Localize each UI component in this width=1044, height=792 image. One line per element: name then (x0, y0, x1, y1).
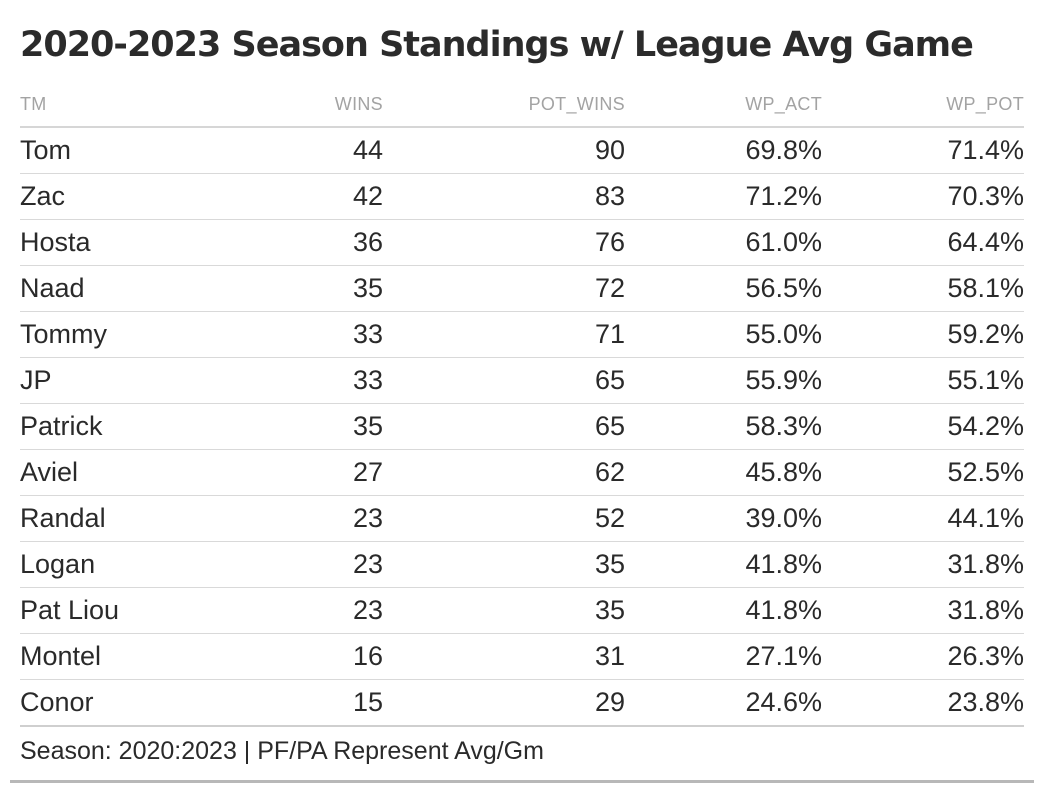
cell-tm: Montel (20, 633, 180, 680)
cell-wp-act: 71.2% (625, 173, 822, 220)
cell-wins: 15 (180, 679, 383, 727)
cell-pot-wins: 83 (383, 173, 625, 220)
cell-pot-wins: 62 (383, 449, 625, 496)
column-header-wp-pot: WP_POT (822, 82, 1024, 128)
cell-pot-wins: 65 (383, 403, 625, 450)
cell-pot-wins: 71 (383, 311, 625, 358)
column-header-wins: WINS (180, 82, 383, 128)
cell-wp-pot: 26.3% (822, 633, 1024, 680)
table-row: Montel 16 31 27.1% 26.3% (20, 633, 1024, 680)
cell-tm: JP (20, 357, 180, 404)
cell-wins: 35 (180, 265, 383, 312)
cell-pot-wins: 35 (383, 541, 625, 588)
cell-pot-wins: 90 (383, 127, 625, 174)
cell-tm: Randal (20, 495, 180, 542)
cell-tm: Conor (20, 679, 180, 727)
column-header-pot-wins: POT_WINS (383, 82, 625, 128)
cell-wins: 23 (180, 495, 383, 542)
cell-tm: Logan (20, 541, 180, 588)
cell-wp-pot: 58.1% (822, 265, 1024, 312)
cell-wins: 16 (180, 633, 383, 680)
cell-wp-act: 27.1% (625, 633, 822, 680)
cell-wp-pot: 59.2% (822, 311, 1024, 358)
cell-tm: Tommy (20, 311, 180, 358)
cell-wins: 33 (180, 311, 383, 358)
cell-wins: 33 (180, 357, 383, 404)
cell-wp-pot: 64.4% (822, 219, 1024, 266)
table-row: Zac 42 83 71.2% 70.3% (20, 173, 1024, 220)
cell-wp-pot: 55.1% (822, 357, 1024, 404)
table-row: Randal 23 52 39.0% 44.1% (20, 495, 1024, 542)
table-row: Naad 35 72 56.5% 58.1% (20, 265, 1024, 312)
table-footnote: Season: 2020:2023 | PF/PA Represent Avg/… (20, 737, 544, 765)
cell-wp-pot: 52.5% (822, 449, 1024, 496)
cell-wp-act: 41.8% (625, 541, 822, 588)
cell-wins: 27 (180, 449, 383, 496)
table-row: Pat Liou 23 35 41.8% 31.8% (20, 587, 1024, 634)
cell-wins: 42 (180, 173, 383, 220)
cell-pot-wins: 76 (383, 219, 625, 266)
cell-pot-wins: 29 (383, 679, 625, 727)
cell-wins: 35 (180, 403, 383, 450)
table-row: Patrick 35 65 58.3% 54.2% (20, 403, 1024, 450)
column-header-wp-act: WP_ACT (625, 82, 822, 128)
table-row: JP 33 65 55.9% 55.1% (20, 357, 1024, 404)
cell-wp-act: 41.8% (625, 587, 822, 634)
cell-wp-pot: 71.4% (822, 127, 1024, 174)
cell-tm: Naad (20, 265, 180, 312)
cell-wp-pot: 70.3% (822, 173, 1024, 220)
cell-pot-wins: 52 (383, 495, 625, 542)
cell-pot-wins: 65 (383, 357, 625, 404)
table-row: Tom 44 90 69.8% 71.4% (20, 127, 1024, 174)
cell-tm: Patrick (20, 403, 180, 450)
standings-table: TM WINS POT_WINS WP_ACT WP_POT Tom 44 90… (20, 82, 1024, 727)
cell-pot-wins: 72 (383, 265, 625, 312)
standings-card: 2020-2023 Season Standings w/ League Avg… (20, 0, 1024, 775)
table-row: Tommy 33 71 55.0% 59.2% (20, 311, 1024, 358)
page-title: 2020-2023 Season Standings w/ League Avg… (20, 25, 974, 65)
column-header-tm: TM (20, 82, 180, 128)
cell-wins: 44 (180, 127, 383, 174)
cell-wp-act: 56.5% (625, 265, 822, 312)
table-header-row: TM WINS POT_WINS WP_ACT WP_POT (20, 82, 1024, 128)
cell-tm: Tom (20, 127, 180, 174)
cell-pot-wins: 31 (383, 633, 625, 680)
cell-tm: Hosta (20, 219, 180, 266)
cell-wins: 23 (180, 541, 383, 588)
cell-wp-act: 24.6% (625, 679, 822, 727)
cell-wp-pot: 44.1% (822, 495, 1024, 542)
cell-wp-act: 61.0% (625, 219, 822, 266)
bottom-divider (10, 780, 1034, 783)
cell-wp-pot: 23.8% (822, 679, 1024, 727)
cell-wp-pot: 31.8% (822, 541, 1024, 588)
cell-wp-act: 55.0% (625, 311, 822, 358)
cell-wp-act: 69.8% (625, 127, 822, 174)
table-row: Logan 23 35 41.8% 31.8% (20, 541, 1024, 588)
table-row: Hosta 36 76 61.0% 64.4% (20, 219, 1024, 266)
cell-tm: Aviel (20, 449, 180, 496)
cell-wp-pot: 54.2% (822, 403, 1024, 450)
cell-wp-act: 58.3% (625, 403, 822, 450)
table-row: Aviel 27 62 45.8% 52.5% (20, 449, 1024, 496)
cell-wp-act: 39.0% (625, 495, 822, 542)
cell-wp-act: 55.9% (625, 357, 822, 404)
cell-pot-wins: 35 (383, 587, 625, 634)
cell-wins: 36 (180, 219, 383, 266)
cell-wins: 23 (180, 587, 383, 634)
cell-tm: Pat Liou (20, 587, 180, 634)
table-row: Conor 15 29 24.6% 23.8% (20, 679, 1024, 727)
cell-wp-act: 45.8% (625, 449, 822, 496)
cell-wp-pot: 31.8% (822, 587, 1024, 634)
cell-tm: Zac (20, 173, 180, 220)
